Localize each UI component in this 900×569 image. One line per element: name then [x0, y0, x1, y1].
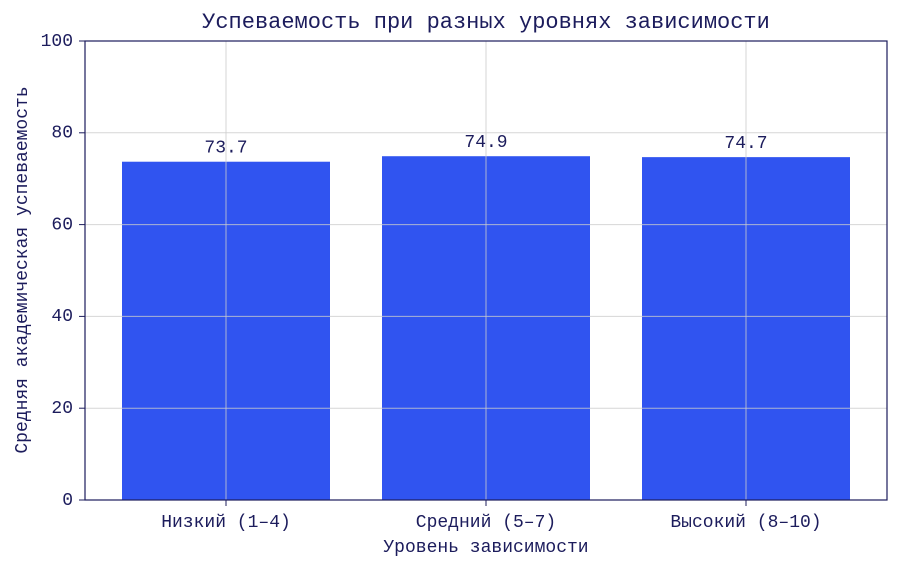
plot-frame [84, 40, 888, 501]
x-axis-label: Уровень зависимости [383, 538, 588, 558]
y-tick-label: 60 [51, 215, 73, 235]
y-tick-label: 0 [62, 491, 73, 511]
x-tick-label: Низкий (1–4) [161, 513, 291, 533]
x-tick-label: Высокий (8–10) [670, 513, 821, 533]
chart-title: Успеваемость при разных уровнях зависимо… [202, 10, 770, 35]
y-tick-label: 40 [51, 307, 73, 327]
y-tick-label: 100 [41, 32, 73, 52]
x-tick-label: Средний (5–7) [416, 513, 556, 533]
y-axis-label: Средняя академическая успеваемость [13, 86, 33, 453]
y-tick-label: 80 [51, 124, 73, 144]
y-tick-label: 20 [51, 399, 73, 419]
